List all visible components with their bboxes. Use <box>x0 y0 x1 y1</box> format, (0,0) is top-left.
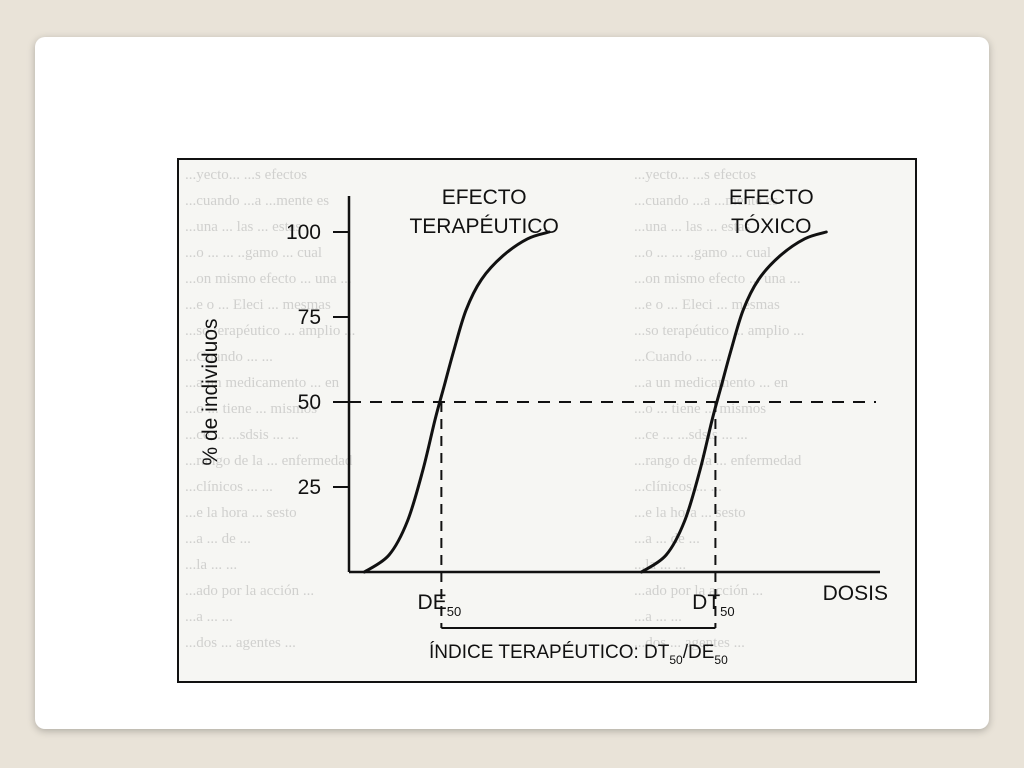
therapeutic-index-label: ÍNDICE TERAPÉUTICO: DT50/DE50 <box>429 642 728 667</box>
y-axis-label: % de individuos <box>199 318 222 465</box>
therapeutic-index-chart: 25 50 75 100 % de individuos DOSIS DE50 DT50 ÍN… <box>199 186 888 667</box>
y-tick-label: 25 <box>298 476 321 499</box>
series-curve-terapeutico <box>362 230 551 574</box>
slide-card: ...yecto... ...s efectos ...cuando ...a .… <box>35 37 989 729</box>
series-label-terapeutico: TERAPÉUTICO <box>409 215 558 238</box>
y-tick-label: 50 <box>298 391 321 414</box>
y-tick-label: 75 <box>298 306 321 329</box>
series-label-toxico: EFECTO <box>729 186 814 209</box>
series-label-toxico: TÓXICO <box>731 215 812 238</box>
marker-label-de50: DE50 <box>418 591 462 619</box>
y-tick-label: 100 <box>286 221 321 244</box>
series-label-terapeutico: EFECTO <box>442 186 527 209</box>
marker-label-dt50: DT50 <box>692 591 734 619</box>
chart-figure: ...yecto... ...s efectos ...cuando ...a .… <box>177 158 917 683</box>
x-axis-label: DOSIS <box>823 582 888 605</box>
series-curve-toxico <box>640 230 828 574</box>
